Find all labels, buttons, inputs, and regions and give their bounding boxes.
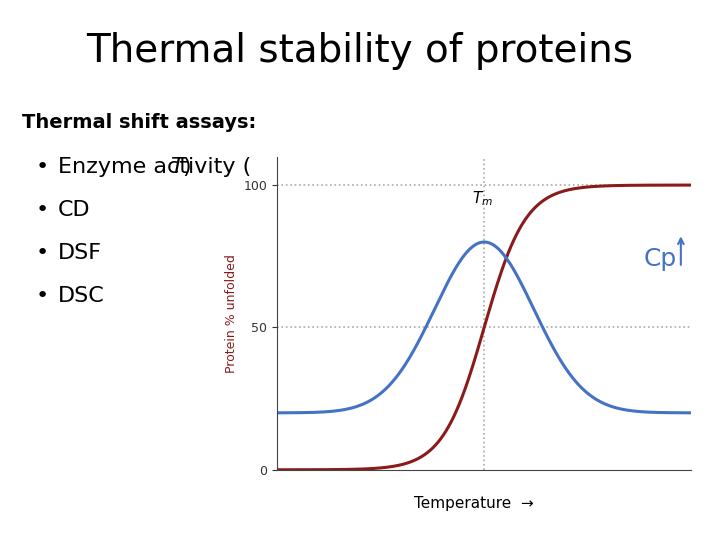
Text: Thermal stability of proteins: Thermal stability of proteins: [86, 32, 634, 70]
Text: $T_m$: $T_m$: [472, 189, 492, 208]
Text: CD: CD: [58, 200, 90, 220]
Text: Temperature  →: Temperature →: [414, 496, 534, 511]
Text: •: •: [36, 243, 49, 263]
Text: DSF: DSF: [58, 243, 102, 263]
Y-axis label: Protein % unfolded: Protein % unfolded: [225, 254, 238, 373]
Text: •: •: [36, 200, 49, 220]
Text: •: •: [36, 286, 49, 306]
Text: ): ): [182, 157, 191, 177]
Text: •: •: [36, 157, 49, 177]
Text: Cp: Cp: [644, 247, 677, 271]
Text: Thermal shift assays:: Thermal shift assays:: [22, 113, 256, 132]
Text: T: T: [170, 157, 184, 177]
Text: DSC: DSC: [58, 286, 104, 306]
Text: Enzyme activity (: Enzyme activity (: [58, 157, 251, 177]
